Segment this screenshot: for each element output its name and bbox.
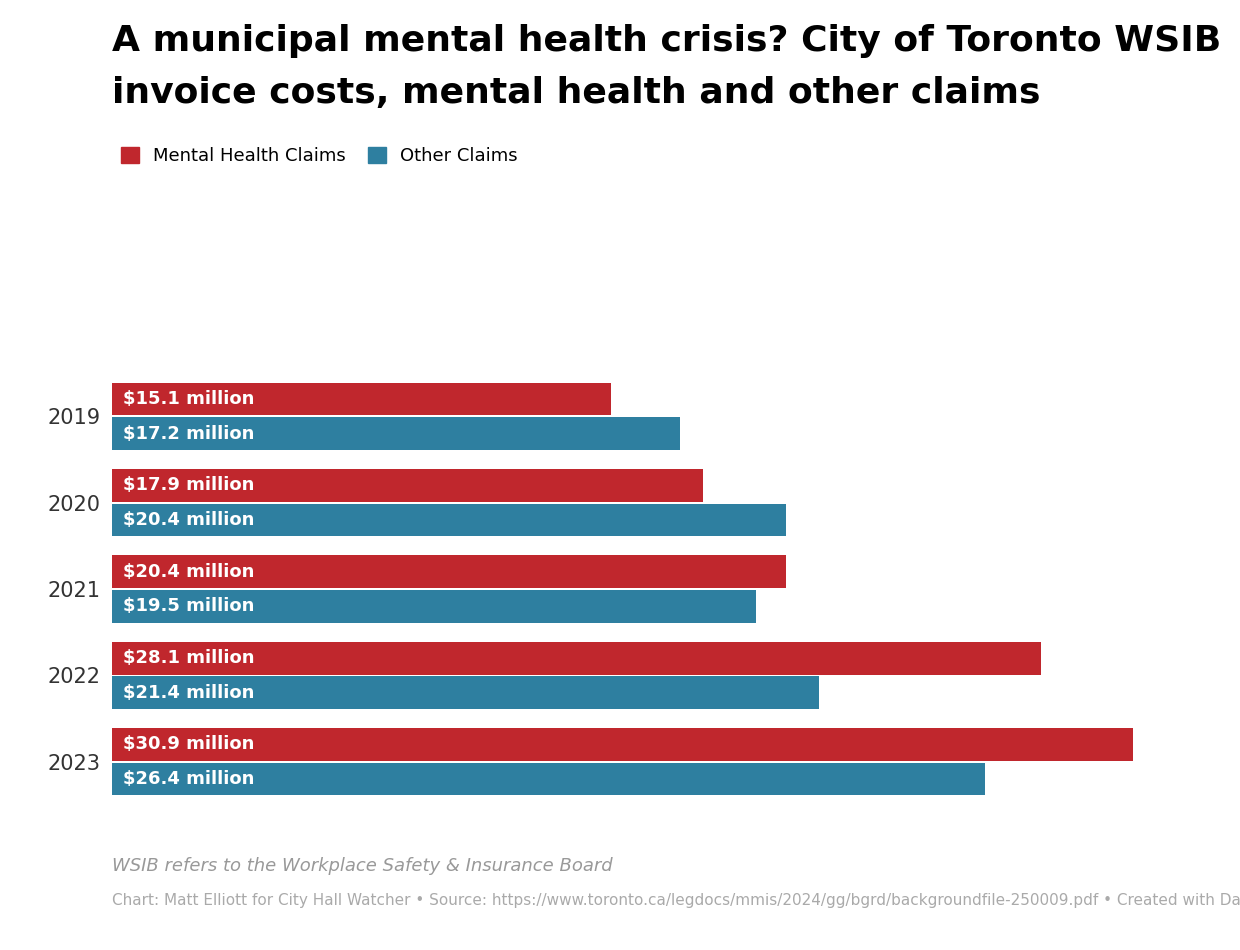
Bar — [112, 676, 820, 709]
Bar — [112, 590, 756, 622]
Bar — [112, 728, 1133, 761]
Legend: Mental Health Claims, Other Claims: Mental Health Claims, Other Claims — [120, 147, 517, 165]
Bar — [112, 383, 611, 415]
Text: $15.1 million: $15.1 million — [123, 390, 254, 408]
Text: $17.9 million: $17.9 million — [123, 476, 254, 494]
Text: invoice costs, mental health and other claims: invoice costs, mental health and other c… — [112, 76, 1040, 110]
Text: $21.4 million: $21.4 million — [123, 684, 254, 702]
Text: $20.4 million: $20.4 million — [123, 562, 254, 580]
Bar — [112, 641, 1040, 674]
Text: $17.2 million: $17.2 million — [123, 425, 254, 443]
Text: WSIB refers to the Workplace Safety & Insurance Board: WSIB refers to the Workplace Safety & In… — [112, 857, 613, 875]
Bar — [112, 556, 786, 588]
Text: Chart: Matt Elliott for City Hall Watcher • Source: https://www.toronto.ca/legdo: Chart: Matt Elliott for City Hall Watche… — [112, 893, 1240, 908]
Bar — [112, 417, 681, 450]
Text: A municipal mental health crisis? City of Toronto WSIB: A municipal mental health crisis? City o… — [112, 24, 1221, 58]
Bar — [112, 504, 786, 537]
Text: $26.4 million: $26.4 million — [123, 770, 254, 788]
Text: $28.1 million: $28.1 million — [123, 649, 254, 667]
Bar — [112, 469, 703, 502]
Text: $19.5 million: $19.5 million — [123, 598, 254, 616]
Bar — [112, 763, 985, 795]
Text: $30.9 million: $30.9 million — [123, 735, 254, 753]
Text: $20.4 million: $20.4 million — [123, 511, 254, 529]
